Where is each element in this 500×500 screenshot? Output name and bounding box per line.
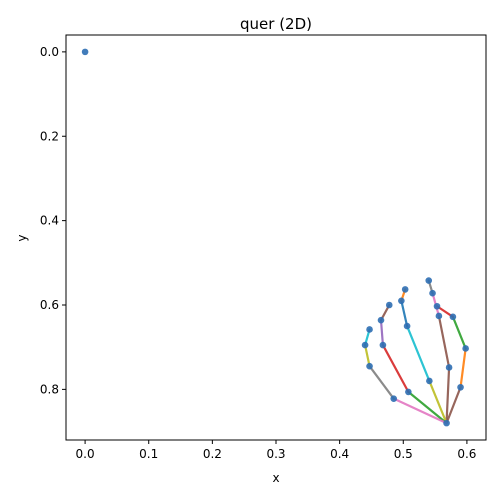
skeleton-segment: [405, 324, 431, 383]
y-axis-label: y: [15, 234, 29, 241]
data-point: [457, 383, 464, 391]
data-point: [385, 301, 393, 309]
chart-title: quer (2D): [240, 15, 312, 33]
skeleton-segment: [381, 343, 410, 394]
skeleton-segment: [428, 379, 448, 425]
y-axis: 0.0 0.2 0.4 0.6 0.8: [40, 45, 66, 396]
data-point: [429, 289, 436, 297]
plot-area: [81, 48, 469, 427]
x-tick-label: 0.6: [457, 447, 476, 461]
data-point: [425, 277, 433, 284]
data-point: [390, 395, 398, 402]
skeleton-segment: [400, 299, 409, 328]
skeleton-segment: [363, 343, 371, 368]
data-point: [443, 419, 450, 427]
skeleton-segment: [451, 315, 467, 350]
y-tick-label: 0.4: [40, 214, 59, 228]
x-axis: 0.0 0.1 0.2 0.3 0.4 0.5 0.6: [76, 440, 476, 461]
x-tick-label: 0.5: [394, 447, 413, 461]
data-point: [366, 362, 373, 370]
data-point: [426, 377, 433, 385]
data-point: [366, 326, 373, 333]
x-tick-label: 0.1: [139, 447, 158, 461]
skeleton-segment: [445, 366, 451, 425]
x-tick-label: 0.4: [330, 447, 349, 461]
x-tick-label: 0.2: [203, 447, 222, 461]
data-point: [445, 364, 453, 371]
data-point: [449, 313, 457, 321]
x-tick-label: 0.0: [76, 447, 95, 461]
x-axis-label: x: [272, 471, 279, 485]
data-point: [433, 302, 441, 310]
y-tick-label: 0.2: [40, 129, 59, 143]
skeleton-segment: [445, 386, 462, 425]
data-point: [403, 322, 411, 330]
skeleton-segment: [407, 390, 448, 425]
data-point: [398, 297, 405, 305]
y-tick-label: 0.6: [40, 298, 59, 312]
skeleton-segment: [437, 314, 451, 369]
skeleton-segment: [368, 365, 395, 400]
data-point: [462, 345, 469, 352]
skeleton-segment: [379, 319, 385, 347]
skeleton-segment: [392, 397, 448, 425]
data-point: [81, 48, 89, 56]
data-point: [361, 341, 369, 349]
x-tick-label: 0.3: [266, 447, 285, 461]
data-point: [435, 312, 443, 320]
data-point: [379, 341, 387, 349]
data-point: [401, 286, 409, 293]
y-tick-label: 0.8: [40, 382, 59, 396]
data-point: [377, 316, 385, 324]
skeleton-segment: [459, 347, 467, 389]
data-point: [405, 388, 412, 396]
y-tick-label: 0.0: [40, 45, 59, 59]
